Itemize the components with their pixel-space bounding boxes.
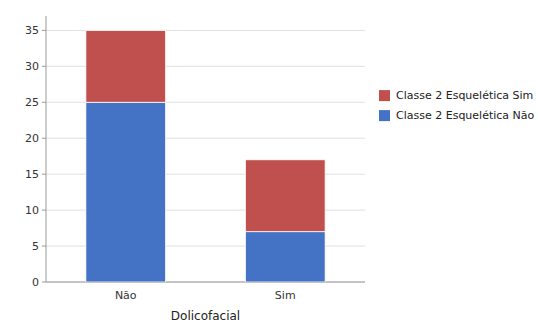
legend-label: Classe 2 Esquelética Não (396, 109, 535, 122)
y-tick-label: 10 (25, 204, 39, 217)
bar-segment (86, 30, 166, 102)
y-tick (42, 210, 46, 211)
y-tick (42, 174, 46, 175)
bar-segment (245, 160, 325, 232)
legend-label: Classe 2 Esquelética Sim (396, 89, 533, 102)
y-tick-label: 20 (25, 132, 39, 145)
y-tick (42, 102, 46, 103)
legend-swatch (379, 90, 390, 101)
legend-swatch (379, 110, 390, 121)
y-tick-label: 30 (25, 60, 39, 73)
y-tick (42, 66, 46, 67)
bar-segment (86, 102, 166, 282)
y-tick (42, 282, 46, 283)
x-tick-label: Sim (275, 289, 296, 302)
y-axis-line (46, 16, 47, 282)
y-tick-label: 0 (32, 276, 39, 289)
chart-svg: 0 5 10 15 20 25 30 35 Não Sim Dolicofacial Classe 2… (0, 0, 540, 330)
bar-segment (245, 232, 325, 282)
legend: Classe 2 Esquelética Sim Classe 2 Esquelé… (379, 89, 535, 122)
y-tick-label: 15 (25, 168, 39, 181)
y-tick-label: 5 (32, 240, 39, 253)
chart-container: 0 5 10 15 20 25 30 35 Não Sim Dolicofacial Classe 2… (0, 0, 540, 330)
x-tick-label: Não (115, 289, 137, 302)
y-tick (42, 138, 46, 139)
grid (46, 30, 365, 282)
bars (86, 30, 325, 282)
y-tick (42, 246, 46, 247)
y-tick-label: 35 (25, 24, 39, 37)
y-tick-label: 25 (25, 96, 39, 109)
axes: 0 5 10 15 20 25 30 35 Não Sim (25, 16, 365, 302)
x-axis-label: Dolicofacial (171, 309, 240, 323)
y-tick (42, 30, 46, 31)
